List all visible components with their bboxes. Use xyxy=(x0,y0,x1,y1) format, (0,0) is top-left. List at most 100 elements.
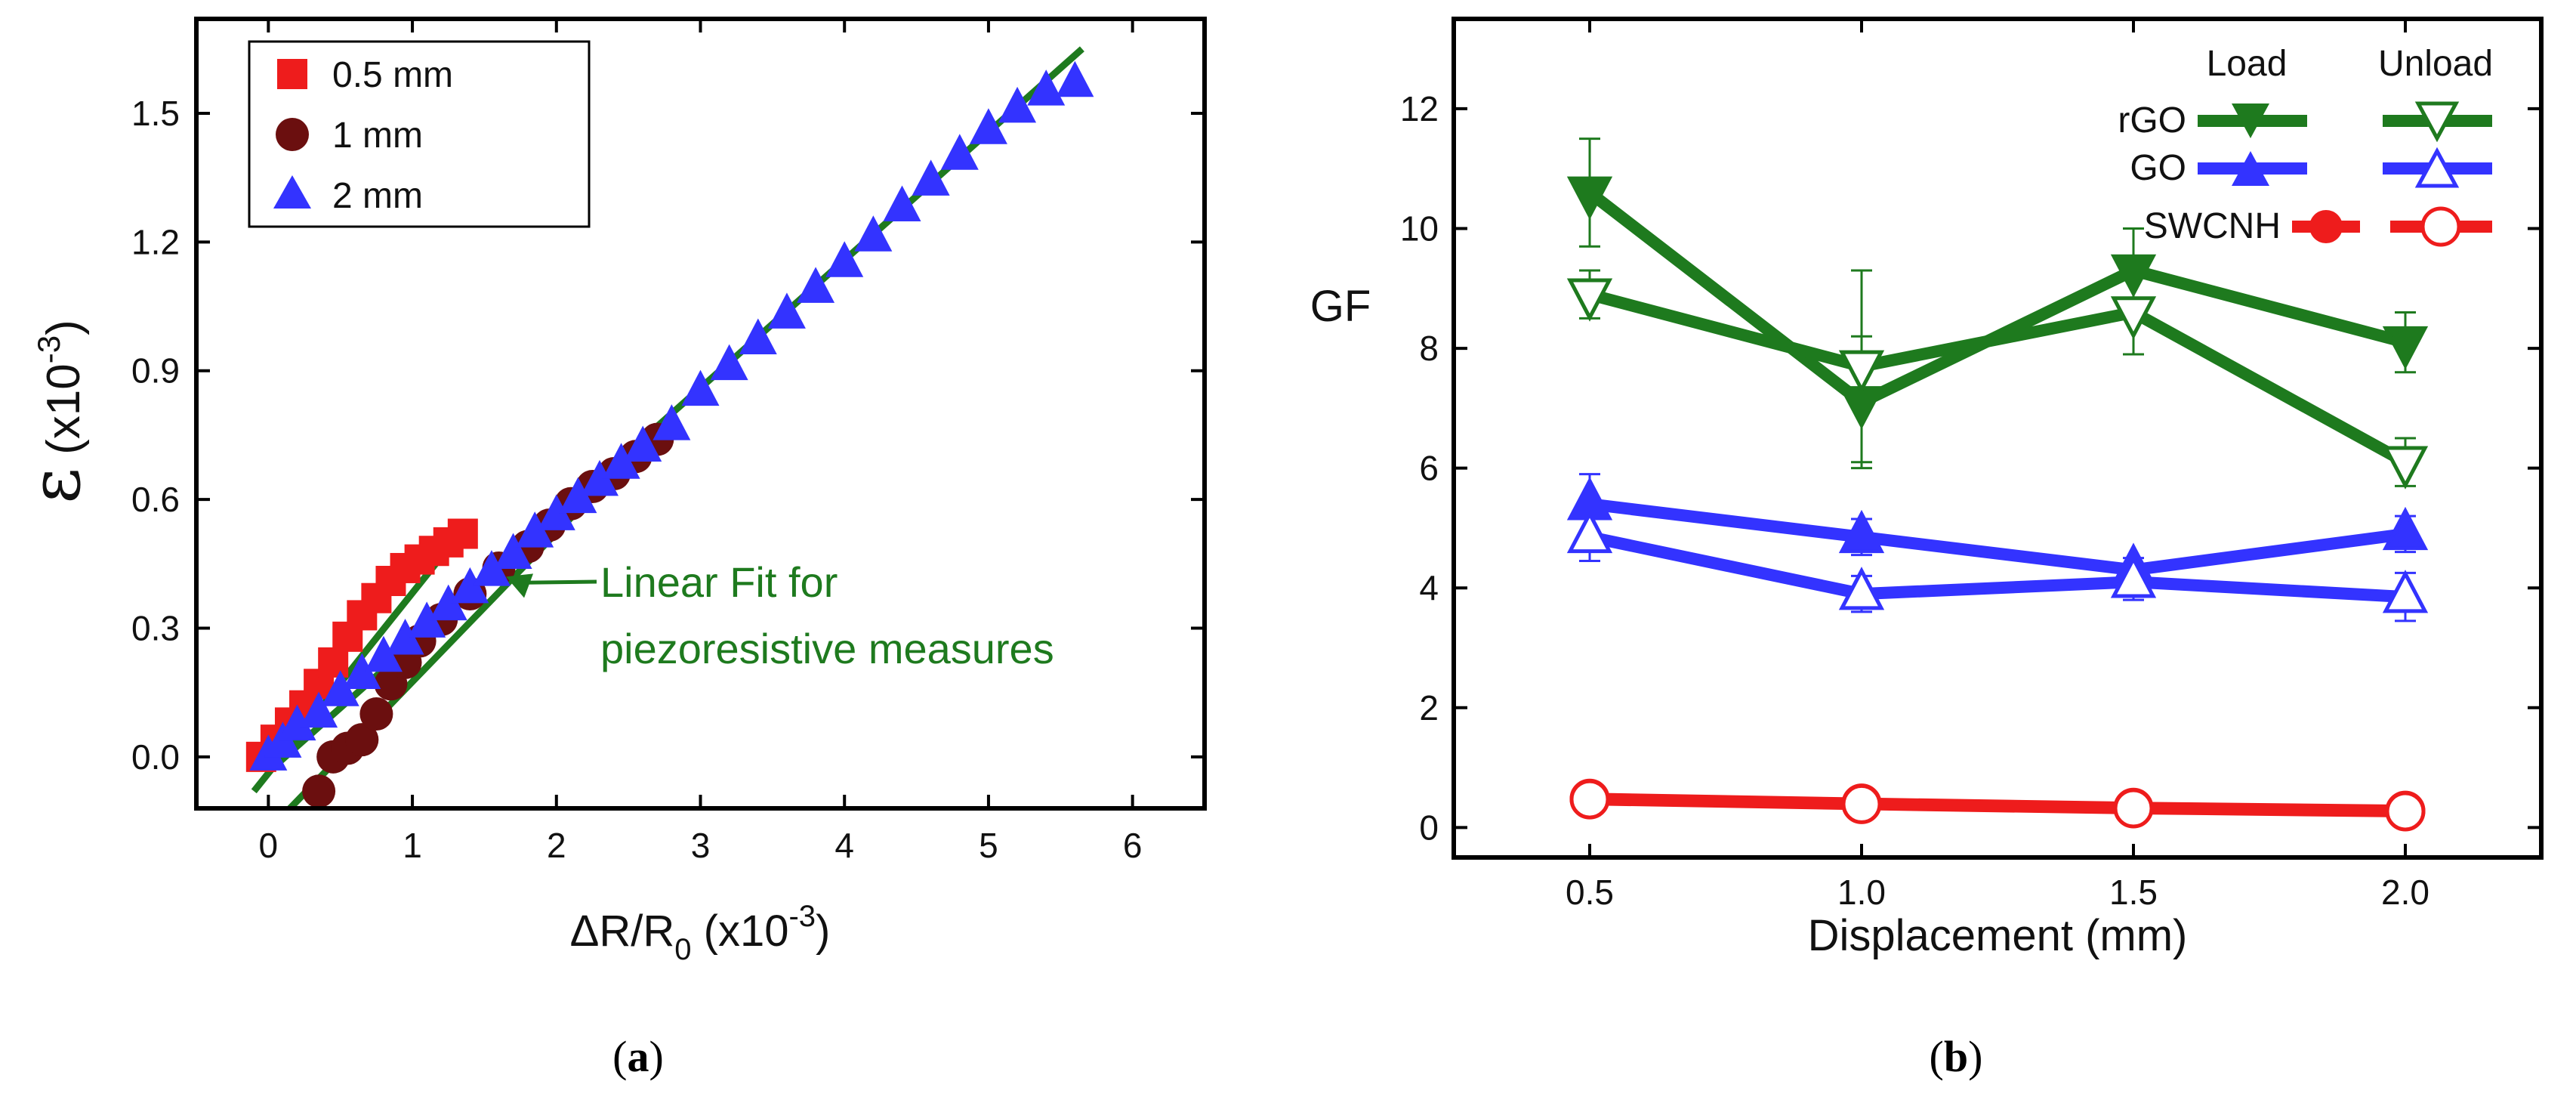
a-legend-label-1: 1 mm xyxy=(332,116,423,156)
b-legend-marker-go-load xyxy=(2232,151,2269,186)
b-marker-triangle-down xyxy=(2382,326,2429,370)
a-point-triangle xyxy=(767,292,806,329)
b-line-rgo-load xyxy=(1586,187,2408,409)
b-line-go-load xyxy=(1589,498,2407,576)
b-marker-triangle-down xyxy=(2382,446,2429,490)
a-x-tick-label: 0 xyxy=(259,826,279,865)
a-point-triangle xyxy=(969,108,1007,144)
a-y-tick-label: 0.0 xyxy=(131,737,180,777)
a-point-triangle xyxy=(581,459,619,496)
b-marker-triangle-down xyxy=(2110,254,2157,298)
a-ylabel-exp: -3 xyxy=(31,335,66,363)
b-y-tick-label: 10 xyxy=(1400,209,1439,249)
b-x-tick-label: 0.5 xyxy=(1566,873,1614,912)
b-y-tick-label: 6 xyxy=(1419,449,1439,488)
a-point-triangle xyxy=(1056,60,1094,97)
a-point-triangle xyxy=(652,404,691,440)
b-series-lines xyxy=(1586,187,2408,817)
a-point-circle xyxy=(359,697,393,731)
a-legend-marker-square xyxy=(277,59,307,89)
b-x-tick-label: 1.0 xyxy=(1837,873,1886,912)
a-plot-frame xyxy=(194,17,1207,811)
b-legend-marker-swcnh-load xyxy=(2309,210,2343,243)
a-xlabel-prefix: ΔR/R xyxy=(570,907,675,956)
b-y-tick-label: 0 xyxy=(1419,808,1439,847)
b-line-go-unload xyxy=(1588,530,2406,604)
a-point-triangle xyxy=(321,670,359,706)
a-y-axis-label: ε (x10-3) xyxy=(15,320,96,504)
b-y-tick-label: 12 xyxy=(1400,89,1439,128)
a-x-tick-label: 6 xyxy=(1123,826,1143,865)
a-point-triangle xyxy=(278,704,316,741)
a-point-triangle xyxy=(516,511,554,548)
a-point-triangle xyxy=(537,494,575,530)
a-legend-label-2: 2 mm xyxy=(332,176,423,216)
a-legend-label-0: 0.5 mm xyxy=(332,55,453,95)
b-legend-marker-go-unload xyxy=(2414,147,2460,188)
a-point-triangle xyxy=(710,344,748,381)
b-legend-label-rgo: rGO xyxy=(2118,100,2186,141)
a-annotation-arrow xyxy=(506,573,597,598)
a-point-triangle xyxy=(681,369,720,406)
a-point-triangle xyxy=(912,159,950,196)
b-marker-triangle-up xyxy=(1566,509,1613,554)
a-x-tick-label: 5 xyxy=(979,826,998,865)
b-legend-header-load: Load xyxy=(2207,44,2288,84)
b-marker-circle xyxy=(1569,779,1610,820)
a-annotation-line-1: Linear Fit for xyxy=(600,558,838,606)
b-marker-triangle-up xyxy=(2382,506,2429,551)
b-line-swcnh-unload xyxy=(1589,793,2406,817)
b-marker-triangle-up xyxy=(2110,555,2157,598)
a-y-tick-label: 1.5 xyxy=(131,94,180,133)
a-point-circle xyxy=(345,723,379,757)
a-point-triangle xyxy=(364,635,403,672)
b-legend-label-swcnh: SWCNH xyxy=(2144,206,2281,246)
b-marker-circle xyxy=(2113,788,2154,829)
a-x-tick-label: 3 xyxy=(691,826,711,865)
b-marker-triangle-down xyxy=(2110,296,2157,340)
b-legend: Load Unload rGO GO SWCNH xyxy=(2118,44,2493,247)
a-annotation-arrow-head xyxy=(506,573,534,598)
a-xlabel-exp: -3 xyxy=(788,900,816,933)
a-point-square xyxy=(447,518,478,549)
a-scatter-points xyxy=(245,60,1094,808)
b-marker-triangle-up xyxy=(1838,509,1885,554)
a-y-tick-label: 0.3 xyxy=(131,608,180,647)
a-x-tick-label: 4 xyxy=(835,826,854,865)
b-line-rgo-unload xyxy=(1587,288,2408,468)
a-point-triangle xyxy=(386,619,424,655)
a-legend-marker-triangle xyxy=(273,175,311,209)
b-legend-marker-rgo-unload xyxy=(2414,101,2460,143)
b-legend-marker-swcnh-unload xyxy=(2420,206,2461,247)
b-axis-ticks: 0.5 1.0 1.5 2.0 0 2 4 6 8 10 12 xyxy=(1400,19,2541,912)
a-point-triangle xyxy=(559,477,597,514)
a-point-triangle xyxy=(1027,70,1066,106)
a-point-triangle xyxy=(472,550,511,586)
b-marker-triangle-down xyxy=(1566,278,1613,322)
panel-b: 0.5 1.0 1.5 2.0 0 2 4 6 8 10 12 Load Unload rGO GO… xyxy=(1310,17,2544,1081)
b-marker-circle xyxy=(1841,783,1882,824)
a-point-triangle xyxy=(343,653,381,689)
b-marker-triangle-down xyxy=(1838,386,1885,430)
a-legend: 0.5 mm 1 mm 2 mm xyxy=(248,40,591,228)
a-point-triangle xyxy=(940,134,979,170)
b-marker-triangle-down xyxy=(1566,176,1613,220)
a-xlabel-sub: 0 xyxy=(674,933,691,966)
b-marker-triangle-up xyxy=(1838,567,1885,610)
b-x-axis-label: Displacement (mm) xyxy=(1808,911,2188,960)
a-y-tick-label: 0.9 xyxy=(131,351,180,391)
a-xlabel-close: ) xyxy=(816,907,830,956)
b-caption-letter: b xyxy=(1944,1032,1968,1081)
a-point-triangle xyxy=(602,443,640,479)
a-x-tick-label: 2 xyxy=(547,826,566,865)
b-marker-circle xyxy=(2385,791,2426,832)
a-point-triangle xyxy=(825,241,864,277)
b-plot-frame xyxy=(1452,17,2544,860)
b-y-tick-label: 2 xyxy=(1419,688,1439,728)
b-y-axis-label: GF xyxy=(1310,282,1371,331)
a-point-circle xyxy=(302,774,336,808)
a-xlabel-unit: (x10 xyxy=(692,907,789,956)
a-point-triangle xyxy=(883,185,921,221)
b-caption: (b) xyxy=(1930,1032,1983,1081)
